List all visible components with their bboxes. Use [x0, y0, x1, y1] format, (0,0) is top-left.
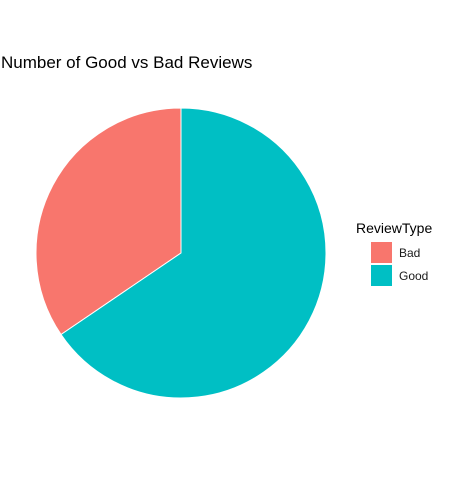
- legend-items: Bad Good: [371, 242, 428, 286]
- legend: ReviewType Bad Good: [356, 220, 432, 286]
- legend-key-bad: [371, 242, 392, 263]
- chart-title: Number of Good vs Bad Reviews: [1, 53, 252, 72]
- pie-slices: [35, 107, 327, 399]
- legend-key-good: [371, 265, 392, 286]
- pie-slice-bad: [35, 107, 182, 336]
- legend-label-bad: Bad: [399, 246, 420, 260]
- legend-label-good: Good: [399, 269, 428, 283]
- pie-slice-good: [60, 107, 327, 399]
- legend-title: ReviewType: [356, 220, 432, 236]
